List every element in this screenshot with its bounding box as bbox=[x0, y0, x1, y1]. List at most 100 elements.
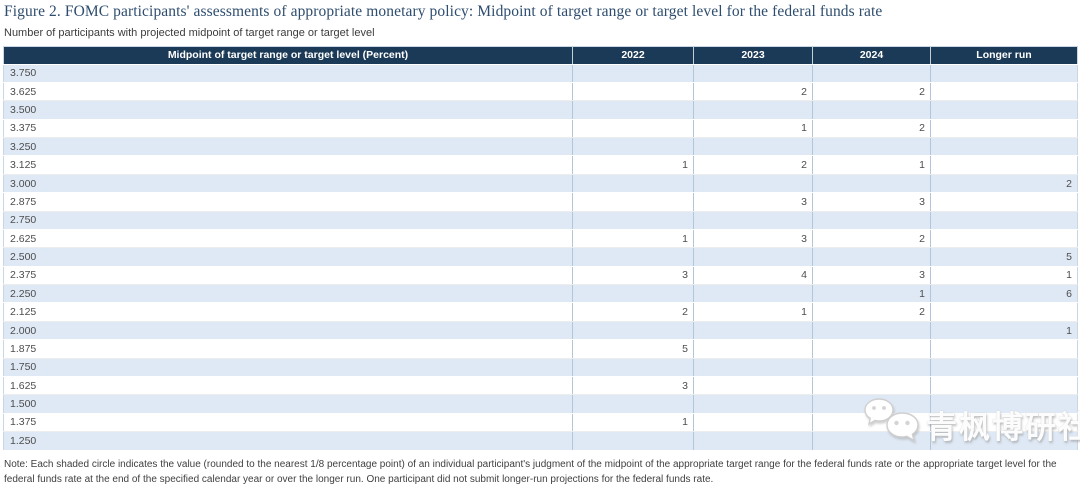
count-cell bbox=[812, 320, 931, 341]
rate-cell: 2.500 bbox=[3, 247, 573, 267]
header-midpoint: Midpoint of target range or target level… bbox=[3, 46, 573, 65]
rate-cell: 1.875 bbox=[3, 339, 573, 359]
count-cell bbox=[930, 394, 1078, 414]
count-cell bbox=[693, 100, 813, 120]
rate-cell: 1.375 bbox=[3, 413, 573, 433]
count-cell bbox=[693, 357, 813, 377]
count-cell bbox=[930, 63, 1078, 83]
count-cell: 4 bbox=[693, 266, 813, 286]
count-cell bbox=[930, 302, 1078, 322]
header-2024: 2024 bbox=[812, 46, 931, 65]
rate-cell: 2.625 bbox=[3, 229, 573, 249]
count-cell bbox=[572, 394, 694, 414]
table-row: 1.375 1 bbox=[3, 413, 1078, 433]
rate-cell: 3.250 bbox=[3, 137, 573, 157]
rate-cell: 1.625 bbox=[3, 376, 573, 396]
count-cell bbox=[812, 100, 931, 120]
count-cell: 3 bbox=[693, 192, 813, 212]
table-row: 2.750 bbox=[3, 210, 1078, 230]
figure-subtitle: Number of participants with projected mi… bbox=[4, 26, 375, 39]
count-cell: 2 bbox=[812, 229, 931, 249]
rate-cell: 2.875 bbox=[3, 192, 573, 212]
count-cell bbox=[930, 210, 1078, 230]
table-row: 1.875 5 bbox=[3, 339, 1078, 359]
count-cell: 3 bbox=[812, 266, 931, 286]
projections-table: Midpoint of target range or target level… bbox=[3, 45, 1078, 451]
count-cell: 1 bbox=[572, 155, 694, 175]
count-cell: 2 bbox=[812, 82, 931, 102]
count-cell bbox=[693, 431, 813, 451]
count-cell: 1 bbox=[693, 119, 813, 139]
count-cell bbox=[812, 247, 931, 267]
count-cell bbox=[572, 100, 694, 120]
count-cell bbox=[693, 137, 813, 157]
count-cell bbox=[930, 137, 1078, 157]
count-cell bbox=[930, 431, 1078, 451]
count-cell bbox=[812, 376, 931, 396]
count-cell bbox=[693, 413, 813, 433]
rate-cell: 1.500 bbox=[3, 394, 573, 414]
count-cell bbox=[930, 413, 1078, 433]
count-cell bbox=[930, 229, 1078, 249]
table-row: 2.500 5 bbox=[3, 247, 1078, 267]
count-cell bbox=[572, 137, 694, 157]
count-cell bbox=[812, 394, 931, 414]
count-cell: 2 bbox=[930, 173, 1078, 194]
rate-cell: 3.000 bbox=[3, 173, 573, 194]
table-row: 1.500 bbox=[3, 394, 1078, 414]
figure-title: Figure 2. FOMC participants' assessments… bbox=[4, 3, 883, 20]
count-cell bbox=[812, 210, 931, 230]
table-row: 1.625 3 bbox=[3, 376, 1078, 396]
count-cell: 1 bbox=[930, 320, 1078, 341]
count-cell bbox=[930, 357, 1078, 377]
count-cell: 3 bbox=[812, 192, 931, 212]
count-cell bbox=[812, 339, 931, 359]
count-cell bbox=[572, 357, 694, 377]
rate-cell: 2.375 bbox=[3, 266, 573, 286]
header-2022: 2022 bbox=[572, 46, 694, 65]
table-row: 1.750 bbox=[3, 357, 1078, 377]
rate-cell: 3.375 bbox=[3, 119, 573, 139]
count-cell bbox=[572, 320, 694, 341]
count-cell: 1 bbox=[812, 284, 931, 304]
count-cell bbox=[572, 63, 694, 83]
count-cell: 3 bbox=[572, 266, 694, 286]
count-cell bbox=[572, 173, 694, 194]
table-body: 3.750 3.625 2 2 3.500 3.375 1 2 3.250 3.125 1 2 1 3.0… bbox=[3, 63, 1078, 451]
count-cell bbox=[930, 119, 1078, 139]
count-cell bbox=[572, 82, 694, 102]
table-row: 2.250 1 6 bbox=[3, 284, 1078, 304]
count-cell: 2 bbox=[693, 82, 813, 102]
count-cell: 1 bbox=[693, 302, 813, 322]
table-row: 2.875 3 3 bbox=[3, 192, 1078, 212]
count-cell bbox=[930, 376, 1078, 396]
count-cell bbox=[812, 137, 931, 157]
count-cell bbox=[812, 173, 931, 194]
rate-cell: 2.125 bbox=[3, 302, 573, 322]
count-cell bbox=[693, 284, 813, 304]
rate-cell: 1.750 bbox=[3, 357, 573, 377]
count-cell: 2 bbox=[812, 119, 931, 139]
count-cell bbox=[572, 210, 694, 230]
rate-cell: 2.000 bbox=[3, 320, 573, 341]
table-row: 3.125 1 2 1 bbox=[3, 155, 1078, 175]
figure-note: Note: Each shaded circle indicates the v… bbox=[4, 458, 1057, 485]
rate-cell: 3.125 bbox=[3, 155, 573, 175]
rate-cell: 3.625 bbox=[3, 82, 573, 102]
table-row: 2.125 2 1 2 bbox=[3, 302, 1078, 322]
count-cell: 1 bbox=[930, 266, 1078, 286]
count-cell bbox=[693, 339, 813, 359]
count-cell bbox=[693, 173, 813, 194]
rate-cell: 2.750 bbox=[3, 210, 573, 230]
count-cell bbox=[693, 394, 813, 414]
table-row: 1.250 bbox=[3, 431, 1078, 451]
count-cell bbox=[930, 192, 1078, 212]
rate-cell: 2.250 bbox=[3, 284, 573, 304]
count-cell bbox=[572, 119, 694, 139]
count-cell bbox=[693, 63, 813, 83]
table-row: 3.250 bbox=[3, 137, 1078, 157]
table-row: 3.375 1 2 bbox=[3, 119, 1078, 139]
rate-cell: 3.500 bbox=[3, 100, 573, 120]
table-row: 2.375 3 4 3 1 bbox=[3, 266, 1078, 286]
